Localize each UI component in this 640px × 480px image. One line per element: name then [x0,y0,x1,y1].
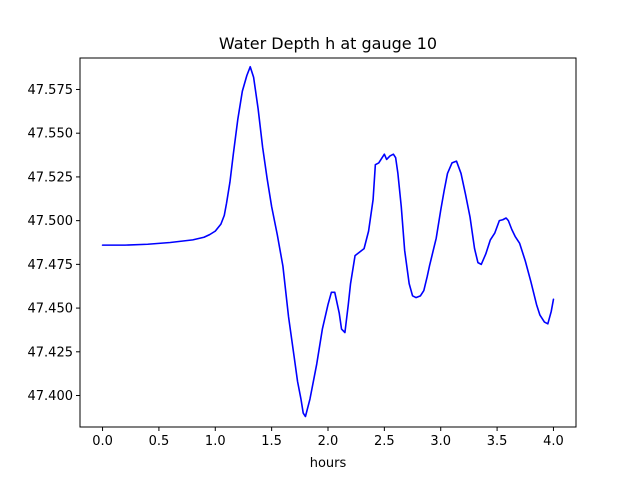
chart-title: Water Depth h at gauge 10 [219,34,437,53]
x-tick-label: 3.5 [487,434,508,449]
x-tick-label: 2.5 [374,434,395,449]
y-tick-label: 47.400 [28,389,74,404]
x-tick-label: 4.0 [543,434,564,449]
x-tick-label: 2.0 [318,434,339,449]
y-tick-label: 47.575 [28,83,74,98]
x-tick-label: 0.0 [92,434,113,449]
y-tick-label: 47.525 [28,170,74,185]
x-tick-label: 1.0 [205,434,226,449]
y-tick-label: 47.500 [28,214,74,229]
x-axis-label: hours [310,456,347,471]
x-axis-ticks: 0.0 0.5 1.0 1.5 2.0 2.5 3.0 3.5 4.0 [92,427,564,449]
y-tick-label: 47.450 [28,302,74,317]
series-line-0 [101,65,555,418]
x-tick-label: 1.5 [261,434,282,449]
y-tick-label: 47.475 [28,258,74,273]
x-tick-label: 3.0 [430,434,451,449]
y-tick-label: 47.425 [28,345,74,360]
y-tick-label: 47.550 [28,127,74,142]
y-axis-ticks: 47.400 47.425 47.450 47.475 47.500 47.525 47.5… [28,83,80,404]
x-tick-label: 0.5 [149,434,170,449]
series-layer [101,65,555,418]
